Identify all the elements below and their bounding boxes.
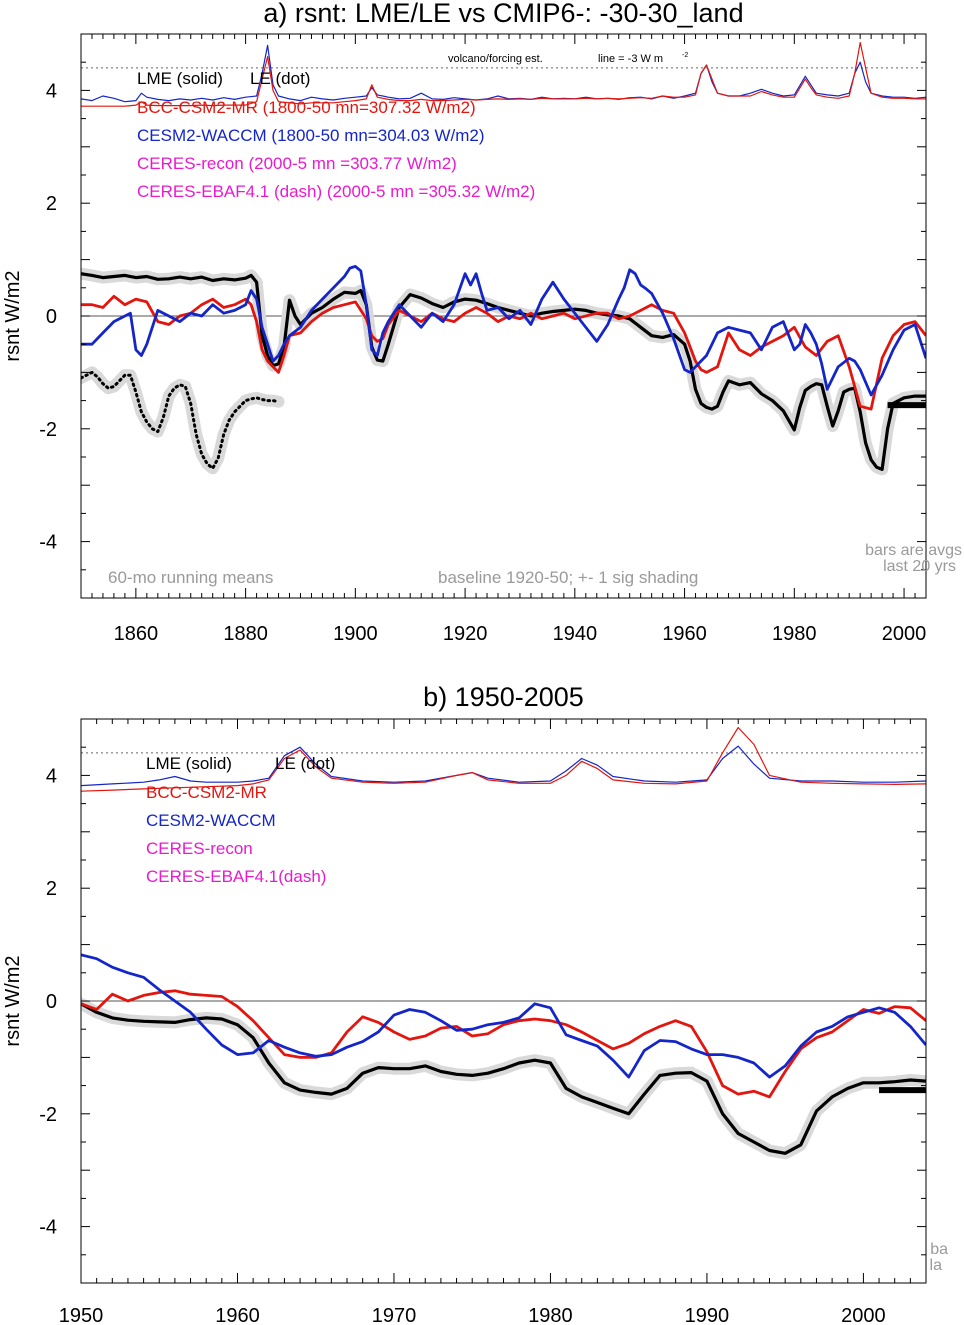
x-tick-label: 1960 <box>662 623 707 645</box>
y-axis-label: rsnt W/m2 <box>2 270 24 361</box>
x-tick-label: 1990 <box>685 1305 730 1325</box>
chart-title: a) rsnt: LME/LE vs CMIP6-: -30-30_land <box>263 0 743 28</box>
y-axis-label: rsnt W/m2 <box>2 955 24 1046</box>
legend-entry-3: CESM2-WACCM <box>146 811 276 830</box>
volcano-annotation: volcano/forcing est. <box>448 53 543 65</box>
bars-note-line2: la <box>930 1257 943 1274</box>
x-tick-label: 1900 <box>333 623 378 645</box>
panel-a: a) rsnt: LME/LE vs CMIP6-: -30-30_land -4… <box>2 0 962 645</box>
y-tick-label: 4 <box>46 765 57 787</box>
running-mean-note: 60-mo running means <box>108 568 273 587</box>
series-line-5 <box>81 41 926 107</box>
chart-title: b) 1950-2005 <box>423 682 584 712</box>
series-line-0 <box>81 1002 926 1155</box>
legend-lme: LME (solid) <box>137 69 223 88</box>
x-tick-label: 1920 <box>443 623 488 645</box>
x-tick-label: 1980 <box>772 623 817 645</box>
legend-entry-5: CERES-EBAF4.1(dash) <box>146 867 326 886</box>
y-tick-label: 0 <box>46 306 57 328</box>
series-line-3 <box>81 745 926 787</box>
x-tick-label: 2000 <box>841 1305 886 1325</box>
series-line-0 <box>81 272 926 471</box>
x-tick-label: 1960 <box>215 1305 260 1325</box>
y-tick-label: -4 <box>39 532 57 554</box>
bars-note-line1: bars are avgs <box>865 542 962 559</box>
bars-note-line2: last 20 yrs <box>883 558 956 575</box>
y-tick-label: -2 <box>39 419 57 441</box>
legend-entry-2: BCC-CSM2-MR <box>146 783 267 802</box>
y-tick-label: 0 <box>46 991 57 1013</box>
y-tick-label: 2 <box>46 878 57 900</box>
line-annotation-superscript: -2 <box>682 52 688 59</box>
series-line-2 <box>81 294 926 411</box>
legend-entry-4: CERES-recon (2000-5 mn =303.77 W/m2) <box>137 154 457 173</box>
x-tick-label: 1970 <box>372 1305 417 1325</box>
x-tick-label: 1860 <box>114 623 159 645</box>
panel-b: b) 1950-2005 -4 -2 0 2 4 rsnt W/m2 1950 1960 1970… <box>2 682 948 1325</box>
x-tick-label: 1950 <box>59 1305 104 1325</box>
y-tick-label: -4 <box>39 1217 57 1239</box>
legend-entry-4: CERES-recon <box>146 839 253 858</box>
bars-note-line1: ba <box>930 1241 948 1258</box>
x-tick-label: 1880 <box>223 623 268 645</box>
x-tick-label: 1980 <box>528 1305 573 1325</box>
x-tick-label: 2000 <box>882 623 927 645</box>
legend-entry-3: CESM2-WACCM (1800-50 mn=304.03 W/m2) <box>137 126 485 145</box>
series-line-1 <box>81 989 926 1099</box>
series-line-2 <box>81 953 926 1079</box>
series-line-4 <box>81 726 926 792</box>
legend-lme: LME (solid) <box>146 754 232 773</box>
series-line-1 <box>81 370 280 470</box>
series-line-3 <box>81 265 926 397</box>
plot-area <box>81 726 926 1160</box>
line-annotation: line = -3 W m <box>598 53 663 65</box>
legend-entry-5: CERES-EBAF4.1 (dash) (2000-5 mn =305.32 … <box>137 182 535 201</box>
legend-le: LE (dot) <box>250 69 310 88</box>
legend-entry-2: BCC-CSM2-MR (1800-50 mn=307.32 W/m2) <box>137 98 476 117</box>
y-tick-label: 2 <box>46 193 57 215</box>
plot-area <box>81 41 926 476</box>
baseline-note: baseline 1920-50; +- 1 sig shading <box>438 568 698 587</box>
y-tick-label: 4 <box>46 80 57 102</box>
x-tick-label: 1940 <box>553 623 598 645</box>
legend-le: LE (dot) <box>275 754 335 773</box>
y-tick-label: -2 <box>39 1104 57 1126</box>
